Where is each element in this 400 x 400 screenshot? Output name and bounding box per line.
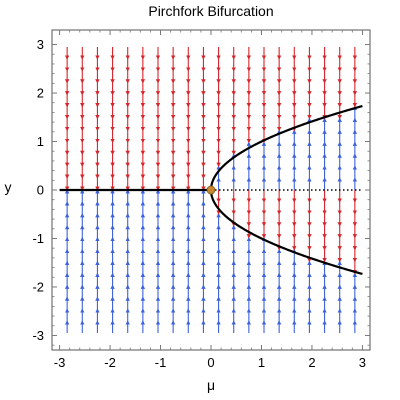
x-tick-label: 2 [308,355,315,370]
x-tick-label: -2 [104,355,116,370]
lower-stable-branch [209,189,363,276]
x-tick-label: 1 [258,355,265,370]
x-tick-label: 3 [359,355,366,370]
x-tick-label: -3 [54,355,66,370]
y-tick-label: -3 [32,328,44,343]
y-tick-label: 0 [37,183,44,198]
x-tick-label: 0 [207,355,214,370]
chart-title: Pirchfork Bifurcation [148,3,273,19]
y-axis-label: y [5,179,12,195]
y-tick-label: 3 [37,37,44,52]
equilibrium-branches [59,104,363,276]
y-tick-label: -2 [32,279,44,294]
y-tick-label: -1 [32,231,44,246]
x-tick-label: -1 [155,355,167,370]
x-axis-label: μ [207,377,215,393]
y-tick-label: 2 [37,86,44,101]
vector-field [64,46,358,334]
upper-stable-branch [209,104,363,191]
axis-ticks: -3 -2 -1 0 1 2 3 -3 -2 -1 0 1 2 3 [32,30,370,370]
bifurcation-point [206,185,216,195]
y-tick-label: 1 [37,134,44,149]
